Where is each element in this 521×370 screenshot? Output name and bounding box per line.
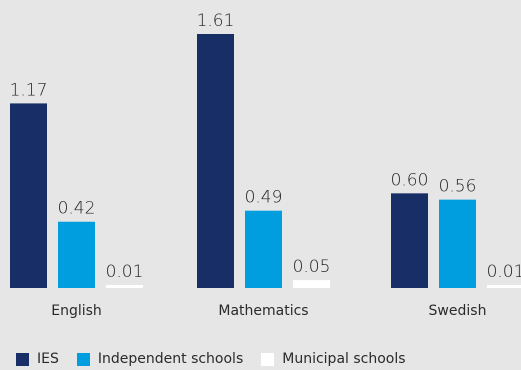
legend: IES Independent schools Municipal schools xyxy=(16,351,406,367)
bar-english-ies xyxy=(10,103,47,289)
value-label-english-municipal-schools: 0.01 xyxy=(106,262,144,282)
legend-swatch xyxy=(16,352,29,366)
category-label-mathematics: Mathematics xyxy=(218,303,308,319)
bar-english-independent-schools xyxy=(58,221,95,288)
legend-item-municipal-schools: Municipal schools xyxy=(261,351,406,367)
value-label-mathematics-ies: 1.61 xyxy=(197,11,235,31)
legend-swatch xyxy=(76,352,90,366)
category-label-swedish: Swedish xyxy=(429,303,487,319)
legend-item-ies: IES xyxy=(16,351,59,367)
category-label-english: English xyxy=(51,303,102,319)
value-label-mathematics-independent-schools: 0.49 xyxy=(245,188,283,208)
bar-english-municipal-schools xyxy=(106,285,143,288)
legend-label: Municipal schools xyxy=(282,351,406,367)
legend-swatch xyxy=(261,352,275,366)
bar-chart: 1.17 0.42 0.01 English 1.61 0.49 0.05 Mathemati… xyxy=(10,11,521,319)
bar-mathematics-independent-schools xyxy=(245,210,282,288)
value-label-english-independent-schools: 0.42 xyxy=(58,199,96,219)
bar-swedish-ies xyxy=(391,193,428,288)
bar-mathematics-municipal-schools xyxy=(293,280,330,288)
bar-mathematics-ies xyxy=(197,34,234,288)
value-label-english-ies: 1.17 xyxy=(10,80,48,100)
value-label-mathematics-municipal-schools: 0.05 xyxy=(293,257,331,277)
bar-swedish-municipal-schools xyxy=(487,285,521,288)
legend-label: IES xyxy=(37,351,59,367)
value-label-swedish-independent-schools: 0.56 xyxy=(439,177,477,197)
legend-label: Independent schools xyxy=(97,351,244,367)
legend-item-independent-schools: Independent schools xyxy=(76,351,244,367)
value-label-swedish-ies: 0.60 xyxy=(391,170,429,190)
bar-swedish-independent-schools xyxy=(439,199,476,288)
value-label-swedish-municipal-schools: 0.01 xyxy=(487,262,521,282)
